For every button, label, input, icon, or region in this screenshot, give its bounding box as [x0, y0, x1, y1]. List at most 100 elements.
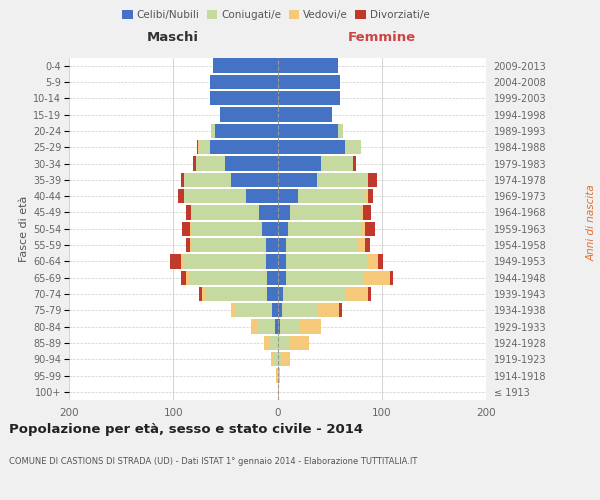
Bar	[230, 303, 236, 318]
Bar	[357, 238, 365, 252]
Bar	[277, 270, 286, 285]
Bar	[202, 287, 205, 301]
Y-axis label: Fasce di età: Fasce di età	[19, 196, 29, 262]
Bar	[353, 156, 356, 170]
Bar	[277, 222, 288, 236]
Bar	[191, 222, 262, 236]
Bar	[269, 336, 277, 350]
Bar	[277, 206, 290, 220]
Bar	[290, 206, 361, 220]
Bar	[182, 222, 190, 236]
Bar	[267, 287, 277, 301]
Bar	[266, 254, 277, 268]
Bar	[199, 140, 210, 154]
Bar	[272, 303, 277, 318]
Bar	[366, 189, 368, 204]
Bar	[186, 238, 190, 252]
Bar	[277, 303, 281, 318]
Bar	[286, 238, 357, 252]
Bar	[377, 254, 383, 268]
Bar	[199, 287, 202, 301]
Bar	[181, 172, 184, 187]
Bar	[277, 75, 340, 89]
Bar	[190, 222, 191, 236]
Bar	[338, 124, 343, 138]
Bar	[368, 287, 371, 301]
Bar	[262, 222, 277, 236]
Bar	[283, 287, 345, 301]
Bar	[190, 238, 191, 252]
Bar	[184, 172, 230, 187]
Bar	[363, 206, 371, 220]
Bar	[211, 124, 215, 138]
Bar	[301, 320, 321, 334]
Bar	[277, 156, 321, 170]
Bar	[193, 156, 196, 170]
Bar	[189, 270, 267, 285]
Bar	[277, 238, 286, 252]
Bar	[298, 189, 366, 204]
Bar	[259, 206, 277, 220]
Bar	[277, 254, 286, 268]
Bar	[181, 254, 182, 268]
Bar	[281, 303, 318, 318]
Bar	[364, 270, 390, 285]
Bar	[281, 352, 290, 366]
Bar	[277, 320, 280, 334]
Bar	[246, 189, 277, 204]
Bar	[368, 189, 373, 204]
Bar	[196, 156, 226, 170]
Bar	[361, 222, 365, 236]
Bar	[367, 172, 368, 187]
Bar	[277, 336, 290, 350]
Bar	[290, 336, 309, 350]
Bar	[184, 189, 246, 204]
Bar	[277, 108, 332, 122]
Bar	[321, 156, 353, 170]
Text: COMUNE DI CASTIONS DI STRADA (UD) - Dati ISTAT 1° gennaio 2014 - Elaborazione TU: COMUNE DI CASTIONS DI STRADA (UD) - Dati…	[9, 458, 418, 466]
Bar	[288, 222, 361, 236]
Bar	[277, 189, 298, 204]
Bar	[280, 320, 301, 334]
Bar	[198, 140, 199, 154]
Bar	[205, 287, 267, 301]
Bar	[277, 91, 340, 106]
Bar	[277, 287, 283, 301]
Text: Maschi: Maschi	[147, 32, 199, 44]
Bar	[267, 270, 277, 285]
Bar	[230, 172, 277, 187]
Bar	[220, 108, 277, 122]
Bar	[182, 254, 266, 268]
Bar	[213, 58, 277, 73]
Bar	[365, 238, 370, 252]
Bar	[251, 320, 257, 334]
Bar	[186, 206, 191, 220]
Bar	[210, 140, 277, 154]
Bar	[345, 287, 368, 301]
Bar	[368, 172, 377, 187]
Bar	[186, 270, 189, 285]
Bar	[274, 352, 277, 366]
Bar	[277, 384, 278, 399]
Bar	[286, 270, 364, 285]
Bar	[236, 303, 272, 318]
Bar	[317, 172, 367, 187]
Text: Femmine: Femmine	[347, 32, 416, 44]
Bar	[215, 124, 277, 138]
Bar	[318, 303, 339, 318]
Bar	[226, 156, 277, 170]
Bar	[361, 206, 363, 220]
Bar	[210, 75, 277, 89]
Text: Anni di nascita: Anni di nascita	[587, 184, 597, 261]
Bar	[264, 336, 269, 350]
Bar	[277, 368, 280, 382]
Bar	[257, 320, 275, 334]
Text: Popolazione per età, sesso e stato civile - 2014: Popolazione per età, sesso e stato civil…	[9, 422, 363, 436]
Bar	[277, 140, 345, 154]
Legend: Celibi/Nubili, Coniugati/e, Vedovi/e, Divorziati/e: Celibi/Nubili, Coniugati/e, Vedovi/e, Di…	[120, 8, 432, 22]
Bar	[181, 270, 186, 285]
Bar	[266, 238, 277, 252]
Bar	[390, 270, 393, 285]
Bar	[210, 91, 277, 106]
Bar	[286, 254, 367, 268]
